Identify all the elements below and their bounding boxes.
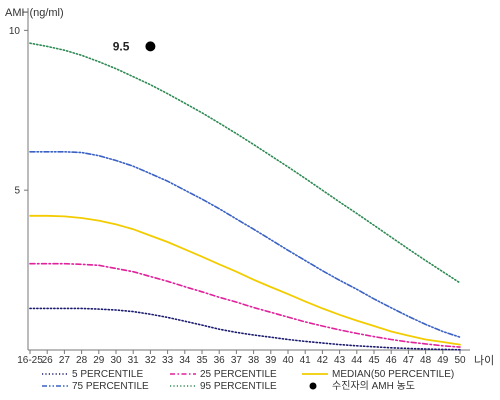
x-tick-label: 43 bbox=[334, 355, 346, 366]
patient-amh-marker bbox=[145, 41, 156, 52]
series-line-5-percentile bbox=[29, 307, 461, 351]
legend-label-patient-amh: 수진자의 AMH 농도 bbox=[332, 380, 415, 392]
x-tick-label: 30 bbox=[110, 355, 122, 366]
marker-group: 9.5 bbox=[113, 39, 156, 53]
x-tick-label: 28 bbox=[76, 355, 88, 366]
x-tick-label: 38 bbox=[248, 355, 260, 366]
legend-marker-swatch bbox=[309, 382, 317, 390]
x-tick-label: 32 bbox=[145, 355, 157, 366]
legend-label-75-percentile: 75 PERCENTILE bbox=[72, 381, 149, 392]
x-tick-label: 46 bbox=[386, 355, 398, 366]
x-tick-label: 45 bbox=[368, 355, 380, 366]
series-group bbox=[29, 42, 461, 351]
y-tick-label: 10 bbox=[9, 26, 21, 37]
series-line-median-50-percentile bbox=[29, 214, 461, 346]
x-axis-label: 나이 bbox=[474, 354, 494, 367]
x-tick-label: 47 bbox=[403, 355, 415, 366]
x-tick-label: 26 bbox=[42, 355, 54, 366]
x-tick-label: 35 bbox=[196, 355, 208, 366]
y-tick-label: 5 bbox=[14, 186, 20, 197]
x-tick-label: 41 bbox=[300, 355, 312, 366]
x-tick-label: 48 bbox=[420, 355, 432, 366]
legend-label-median-50-percentile: MEDIAN(50 PERCENTILE) bbox=[332, 369, 454, 380]
x-tick-label: 31 bbox=[128, 355, 140, 366]
series-line-75-percentile bbox=[29, 151, 461, 339]
x-tick-label: 29 bbox=[93, 355, 105, 366]
x-tick-label: 36 bbox=[214, 355, 226, 366]
x-tick-label: 39 bbox=[265, 355, 277, 366]
x-tick-label: 42 bbox=[317, 355, 329, 366]
patient-amh-value-label: 9.5 bbox=[113, 39, 130, 53]
y-axis-label: AMH(ng/ml) bbox=[5, 7, 64, 19]
x-tick-label: 16-25 bbox=[17, 355, 43, 366]
x-tick-label: 34 bbox=[179, 355, 191, 366]
legend-label-95-percentile: 95 PERCENTILE bbox=[200, 381, 277, 392]
x-tick-label: 50 bbox=[454, 355, 466, 366]
legend: 5 PERCENTILE 25 PERCENTILE MEDIAN(50 PERCE… bbox=[42, 369, 454, 392]
x-tick-label: 37 bbox=[231, 355, 243, 366]
x-tick-label: 27 bbox=[59, 355, 71, 366]
x-tick-label: 44 bbox=[351, 355, 363, 366]
x-tick-label: 49 bbox=[437, 355, 449, 366]
x-tick-label: 33 bbox=[162, 355, 174, 366]
legend-label-25-percentile: 25 PERCENTILE bbox=[200, 369, 277, 380]
series-line-25-percentile bbox=[29, 262, 461, 348]
series-line-95-percentile bbox=[29, 42, 461, 284]
legend-label-5-percentile: 5 PERCENTILE bbox=[72, 369, 143, 380]
x-tick-label: 40 bbox=[282, 355, 294, 366]
